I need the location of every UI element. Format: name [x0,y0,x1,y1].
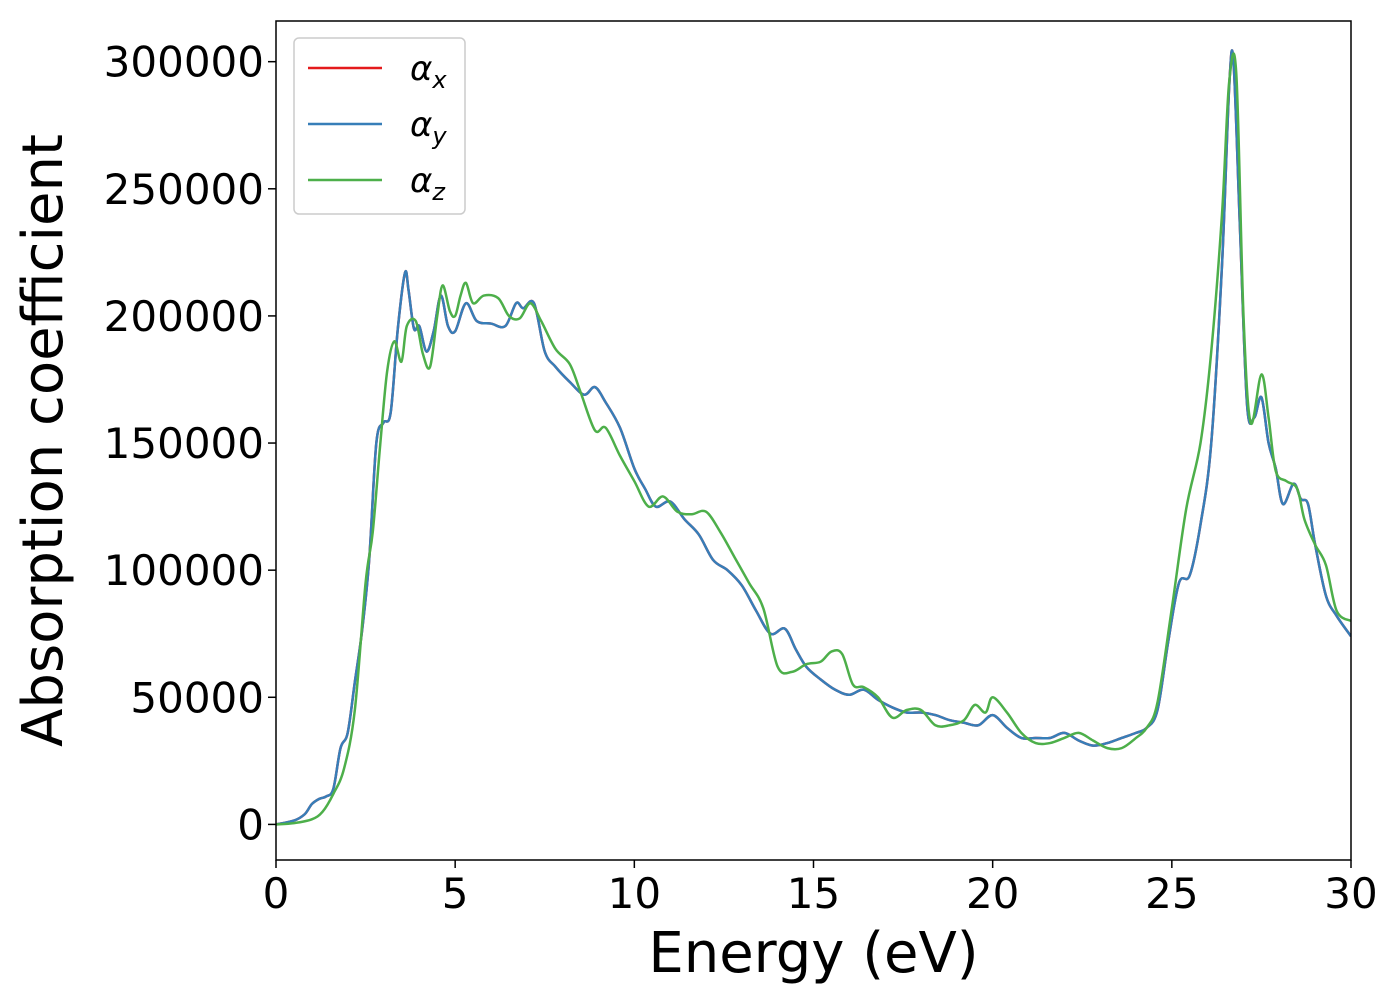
x-tick-label: 15 [787,869,840,918]
y-tick-label: 200000 [104,292,264,341]
x-tick-label: 25 [1145,869,1198,918]
series-line-y [276,49,1351,826]
y-axis-title: Absorption coefficient [11,134,76,747]
legend-label-y: αy [410,105,447,150]
y-tick-label: 100000 [104,546,264,595]
legend-label-z: αz [410,161,446,206]
y-tick-label: 0 [237,800,264,849]
y-tick-label: 300000 [104,38,264,87]
x-tick-label: 30 [1324,869,1377,918]
legend-box [293,37,466,215]
x-tick-label: 10 [608,869,661,918]
legend: αx αy αz [293,37,466,215]
series-layer [276,49,1351,826]
x-tick-label: 0 [263,869,290,918]
y-tick-label: 50000 [130,673,264,722]
y-axis-ticks: 0 50000 100000 150000 200000 250000 300000 [104,38,276,849]
x-axis-title: Energy (eV) [648,921,978,986]
legend-label-x: αx [410,49,447,94]
y-tick-label: 250000 [104,165,264,214]
x-tick-label: 5 [442,869,469,918]
y-tick-label: 150000 [104,419,264,468]
x-tick-label: 20 [966,869,1019,918]
series-line-z [276,52,1351,826]
x-axis-ticks: 0 5 10 15 20 25 30 [263,860,1378,918]
